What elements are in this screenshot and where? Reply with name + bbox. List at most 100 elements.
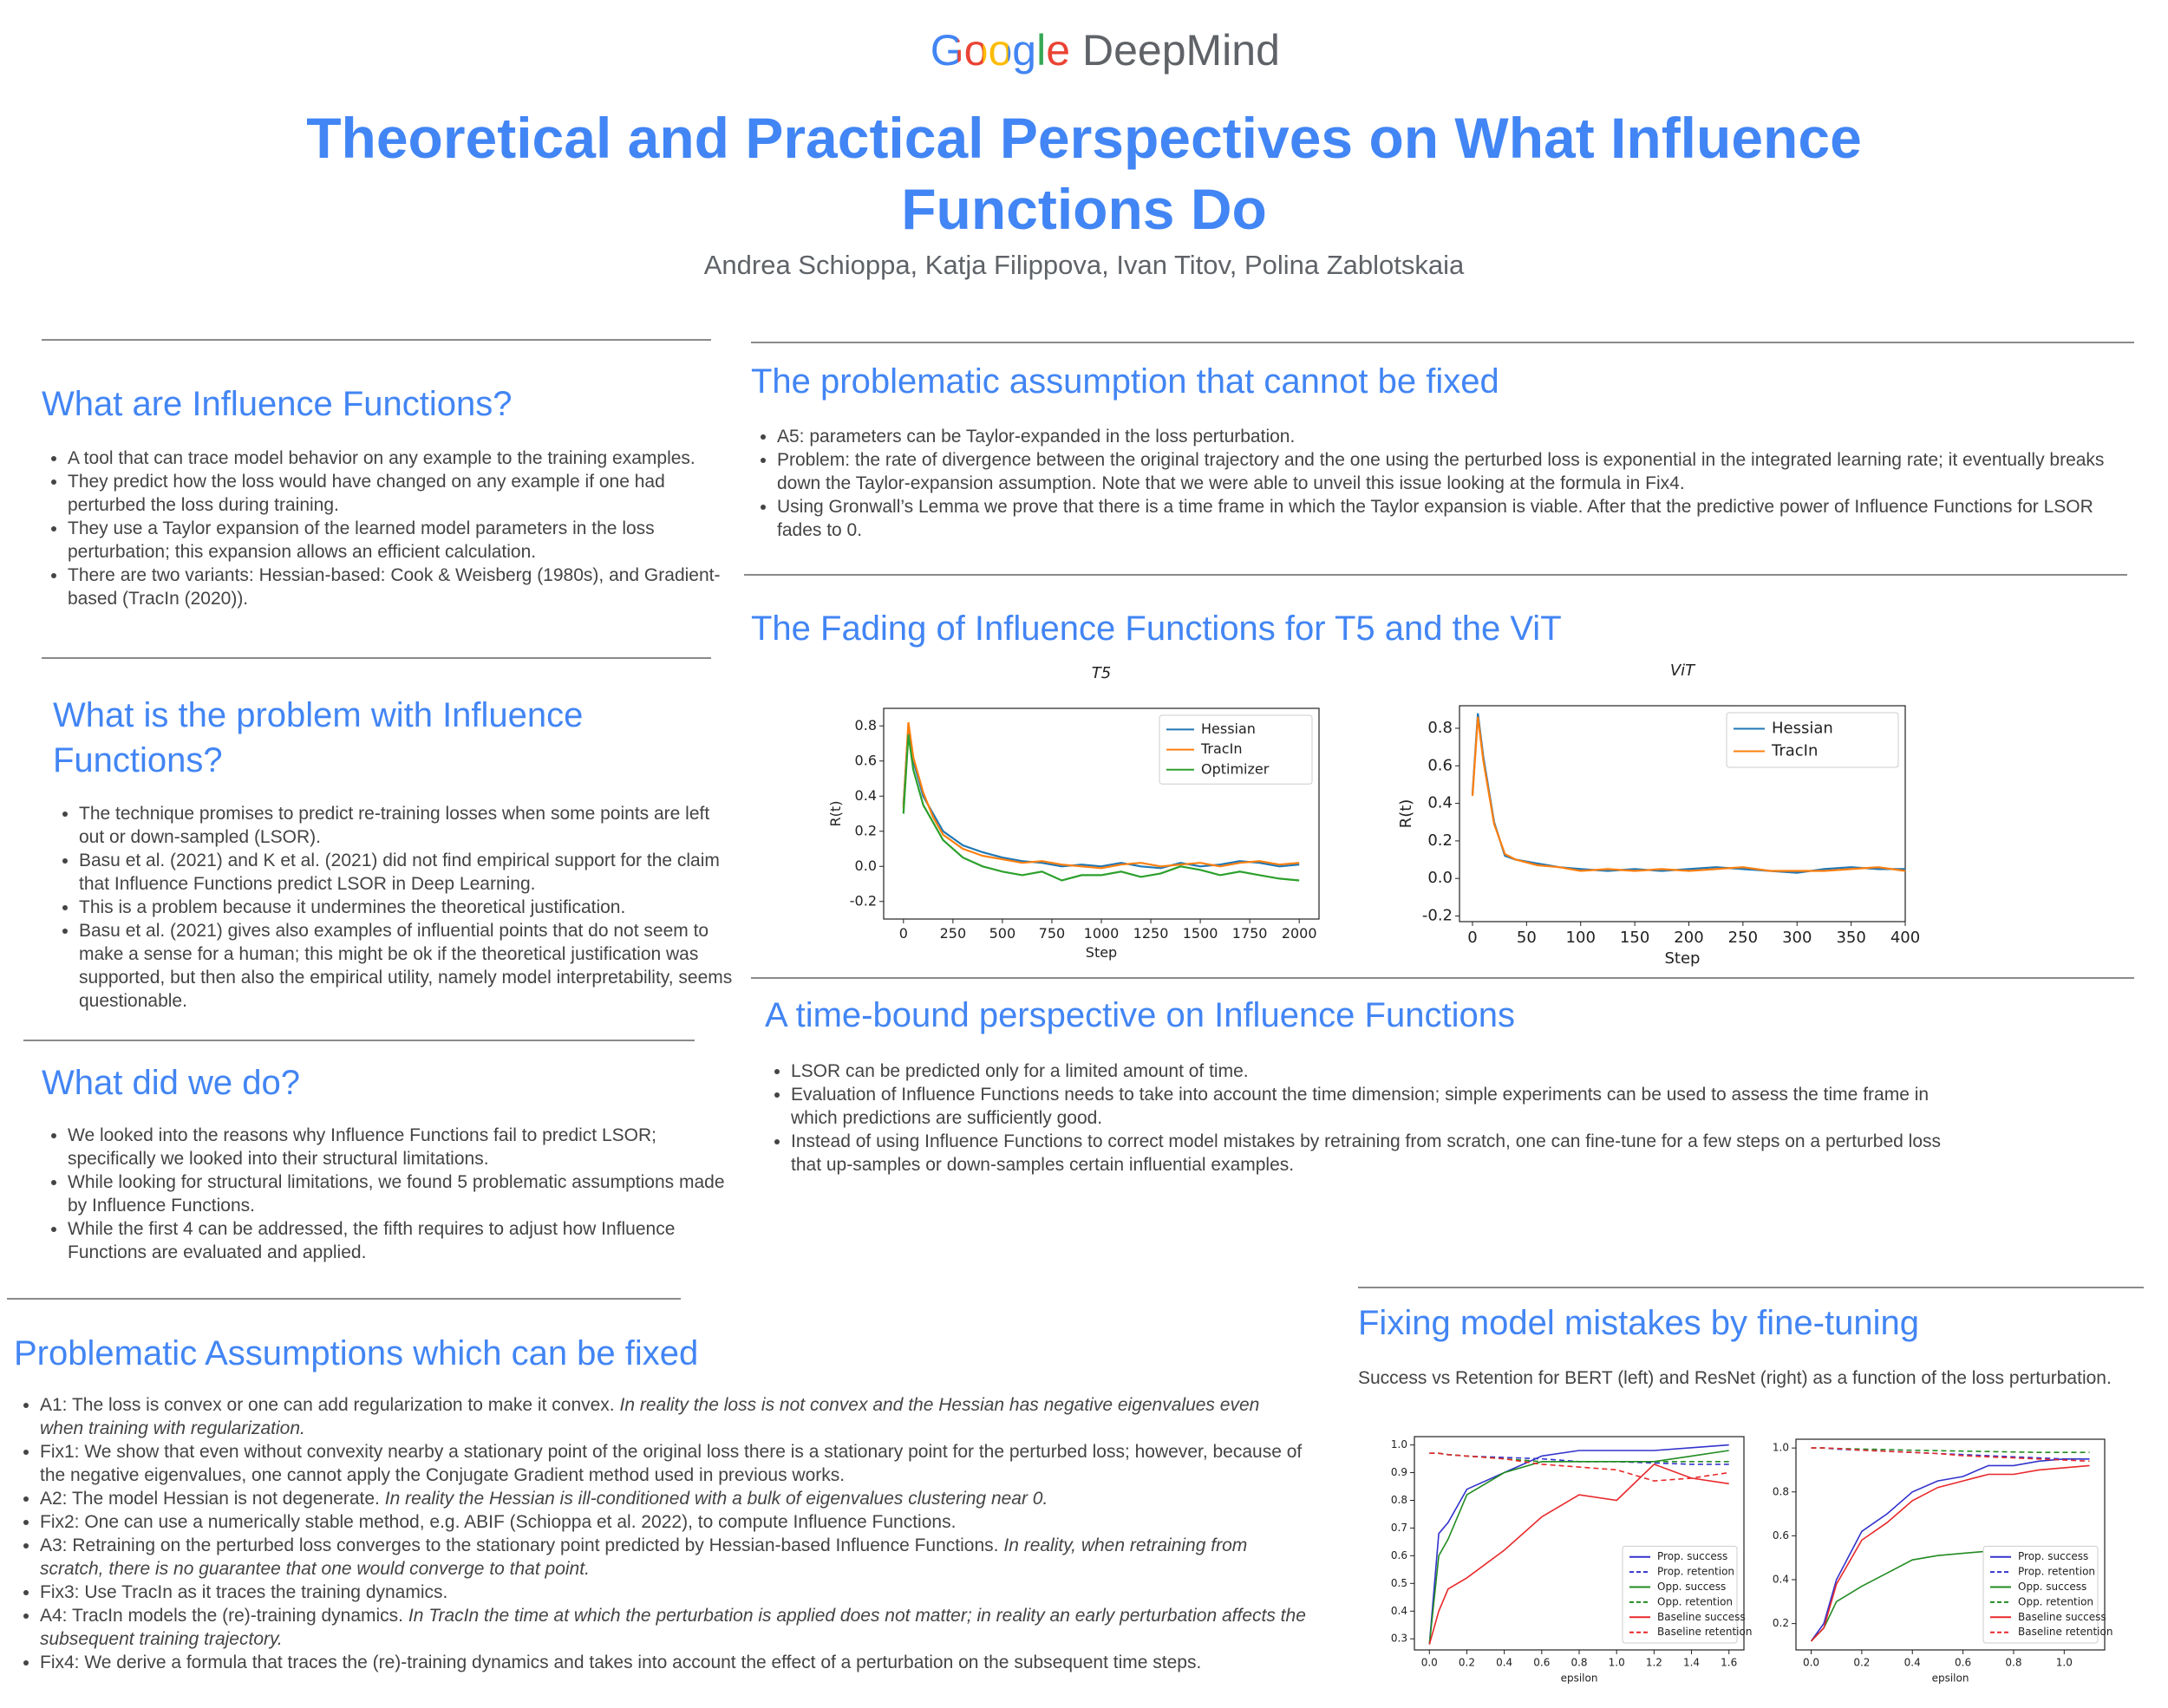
x-tick-label: 100 — [1566, 929, 1596, 947]
bullet-emphasis: In reality the Hessian is ill-conditione… — [384, 1489, 1048, 1509]
y-tick-label: 0.4 — [1427, 794, 1453, 812]
x-tick-label: 750 — [1039, 925, 1066, 942]
x-tick-label: 1500 — [1183, 925, 1218, 942]
legend-label: Hessian — [1201, 720, 1256, 737]
x-axis-label: epsilon — [1932, 1672, 1969, 1685]
bullet-list: A1: The loss is convex or one can add re… — [14, 1393, 1306, 1674]
section-title: What is the problem with Influence Funct… — [53, 696, 584, 779]
series-line — [1811, 1447, 2090, 1453]
x-tick-label: 0.8 — [1570, 1657, 1587, 1669]
y-axis-label: R(t) — [827, 801, 844, 827]
bullet-item: They predict how the loss would have cha… — [68, 470, 737, 517]
bullet-item: While looking for structural limitations… — [68, 1170, 744, 1217]
legend-label: Opp. retention — [1657, 1595, 1733, 1607]
bullet-list: LSOR can be predicted only for a limited… — [765, 1059, 1953, 1177]
bullet-text: A2: The model Hessian is not degenerate. — [40, 1489, 380, 1509]
series-line — [1429, 1452, 1729, 1465]
x-tick-label: 400 — [1890, 929, 1920, 947]
legend-label: Baseline success — [1657, 1611, 1746, 1623]
x-tick-label: 0.0 — [1421, 1657, 1438, 1669]
bullet-item: Fix2: One can use a numerically stable m… — [40, 1510, 1306, 1534]
bullet-text: They use a Taylor expansion of the learn… — [68, 518, 655, 562]
bullet-text: They predict how the loss would have cha… — [68, 472, 665, 515]
bullet-item: Evaluation of Influence Functions needs … — [791, 1083, 1953, 1130]
x-tick-label: 1000 — [1084, 925, 1120, 942]
x-tick-label: 0.8 — [2005, 1657, 2021, 1669]
series-line — [1811, 1447, 2090, 1463]
section-title: Fixing model mistakes by fine-tuning — [1358, 1304, 1919, 1342]
bullet-item: We looked into the reasons why Influence… — [68, 1124, 744, 1170]
bullet-text: Fix2: One can use a numerically stable m… — [40, 1512, 957, 1532]
y-tick-label: 0.2 — [1773, 1617, 1789, 1629]
x-tick-label: 0 — [1467, 929, 1477, 947]
bullet-item: While the first 4 can be addressed, the … — [68, 1217, 744, 1264]
bullet-text: Fix3: Use TracIn as it traces the traini… — [40, 1582, 448, 1602]
bullet-text: Fix4: We derive a formula that traces th… — [40, 1653, 1202, 1672]
legend-label: Opp. retention — [2018, 1595, 2093, 1607]
chart: 0 250 500 750 1000 1250 1500 1750 2000 -0.2 0.0 0.2… — [827, 664, 1320, 961]
bullet-text: LSOR can be predicted only for a limited… — [791, 1061, 1249, 1081]
series-line — [902, 734, 1300, 882]
series-line — [1810, 1464, 2090, 1642]
x-axis-label: Step — [1665, 949, 1701, 968]
y-tick-label: 0.0 — [1427, 869, 1453, 887]
bullet-list: A tool that can trace model behavior on … — [42, 447, 737, 610]
bullet-item: A tool that can trace model behavior on … — [68, 447, 737, 470]
series-line — [1810, 1458, 2090, 1642]
bullet-text: While looking for structural limitations… — [68, 1172, 725, 1216]
series-line — [1428, 1450, 1729, 1645]
bullet-text: We looked into the reasons why Influence… — [68, 1125, 656, 1169]
y-tick-label: 0.7 — [1391, 1522, 1407, 1534]
section-title: The Fading of Influence Functions for T5… — [751, 610, 1562, 648]
bullet-text: A5: parameters can be Taylor-expanded in… — [777, 427, 1296, 447]
y-tick-label: 0.6 — [855, 752, 877, 768]
bullet-list: The technique promises to predict re-tra… — [53, 802, 738, 1013]
bullet-item: Using Gronwall’s Lemma we prove that the… — [777, 495, 2112, 542]
y-tick-label: 0.4 — [855, 787, 877, 804]
bullet-list: We looked into the reasons why Influence… — [42, 1124, 744, 1264]
x-tick-label: 250 — [940, 925, 967, 942]
y-tick-label: -0.2 — [850, 892, 877, 909]
x-tick-label: 1.0 — [2056, 1657, 2073, 1669]
x-tick-label: 0.4 — [1904, 1657, 1921, 1669]
series-line — [1428, 1444, 1729, 1645]
chart-title: T5 — [1092, 664, 1111, 682]
bullet-item: Fix4: We derive a formula that traces th… — [40, 1651, 1306, 1674]
bullet-list: A5: parameters can be Taylor-expanded in… — [751, 425, 2112, 542]
series-line — [1429, 1452, 1729, 1482]
legend-label: Opp. success — [1657, 1581, 1726, 1593]
bullet-emphasis: In TracIn the time at which the perturba… — [40, 1606, 1306, 1649]
bullet-text: While the first 4 can be addressed, the … — [68, 1219, 676, 1262]
legend-label: Prop. success — [2018, 1550, 2088, 1562]
bullet-item: Fix1: We show that even without convexit… — [40, 1440, 1306, 1487]
series-line — [1471, 716, 1906, 872]
series-line — [1428, 1463, 1729, 1645]
divider — [751, 977, 2134, 979]
legend-label: TracIn — [1200, 740, 1242, 757]
bullet-text: The technique promises to predict re-tra… — [79, 804, 710, 847]
legend-label: Hessian — [1772, 719, 1833, 737]
series-line — [1811, 1447, 2090, 1460]
y-tick-label: 0.2 — [855, 822, 877, 838]
bullet-text: A4: TracIn models the (re)-training dyna… — [40, 1606, 403, 1626]
x-tick-label: 1250 — [1133, 925, 1169, 942]
logo-google: Google — [931, 26, 1070, 75]
section-title: A time-bound perspective on Influence Fu… — [765, 996, 1515, 1034]
bullet-text: Evaluation of Influence Functions needs … — [791, 1085, 1930, 1128]
x-tick-label: 0.6 — [1955, 1657, 1971, 1669]
chart: 0.0 0.2 0.4 0.6 0.8 1.0 0.2 0.4 0.6 0.8 1.0 epsilon… — [1773, 1438, 2112, 1685]
legend-label: Prop. success — [1657, 1550, 1727, 1562]
x-tick-label: 0.4 — [1496, 1657, 1512, 1669]
x-tick-label: 1.6 — [1721, 1657, 1737, 1669]
bullet-item: A5: parameters can be Taylor-expanded in… — [777, 425, 2112, 448]
bullet-item: A4: TracIn models the (re)-training dyna… — [40, 1604, 1306, 1651]
legend-label: Optimizer — [1201, 760, 1270, 777]
y-tick-label: 0.5 — [1391, 1577, 1407, 1589]
x-axis-label: epsilon — [1561, 1672, 1598, 1685]
chart: 0 50 100 150 200 250 300 350 400 -0.2 0.0 0.2 0.4 0.6… — [1397, 662, 1920, 968]
legend-box — [1726, 712, 1899, 768]
x-tick-label: 0.0 — [1803, 1657, 1819, 1669]
x-tick-label: 0.2 — [1459, 1657, 1475, 1669]
bullet-item: Basu et al. (2021) gives also examples o… — [79, 919, 738, 1013]
x-tick-label: 1.0 — [1609, 1657, 1625, 1669]
